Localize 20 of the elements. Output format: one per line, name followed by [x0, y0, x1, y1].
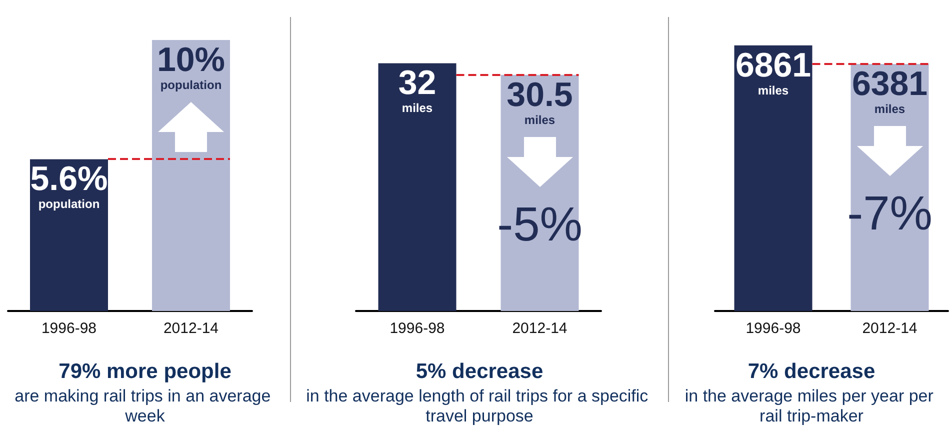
data-label: 30.5 miles — [506, 76, 573, 127]
x-tick-label: 2012-14 — [512, 320, 568, 337]
text: 79% more people — [58, 360, 232, 383]
data-label: 10% population — [156, 41, 226, 92]
text: in the average length of rail trips for a specific travel purpose — [306, 386, 653, 426]
annotation: -5% — [497, 198, 582, 252]
x-tick-label: 1996-98 — [390, 320, 445, 337]
data-label: 5.6% population — [30, 160, 108, 212]
x-tick-label: 1996-98 — [746, 320, 801, 337]
text: are making rail trips in an average week — [14, 386, 276, 426]
x-tick-label: 1996-98 — [41, 320, 97, 337]
data-label: 32 miles — [398, 64, 436, 116]
x-tick-label: 2012-14 — [163, 320, 219, 337]
text: 7% decrease — [748, 360, 876, 383]
text: 5% decrease — [416, 360, 544, 383]
data-label: 6381 miles — [852, 64, 928, 116]
data-label: 6861 miles — [735, 46, 812, 98]
x-tick-label: 2012-14 — [862, 320, 918, 337]
annotation: -7% — [847, 187, 932, 240]
text: in the average miles per year per rail trip-maker — [684, 386, 938, 426]
